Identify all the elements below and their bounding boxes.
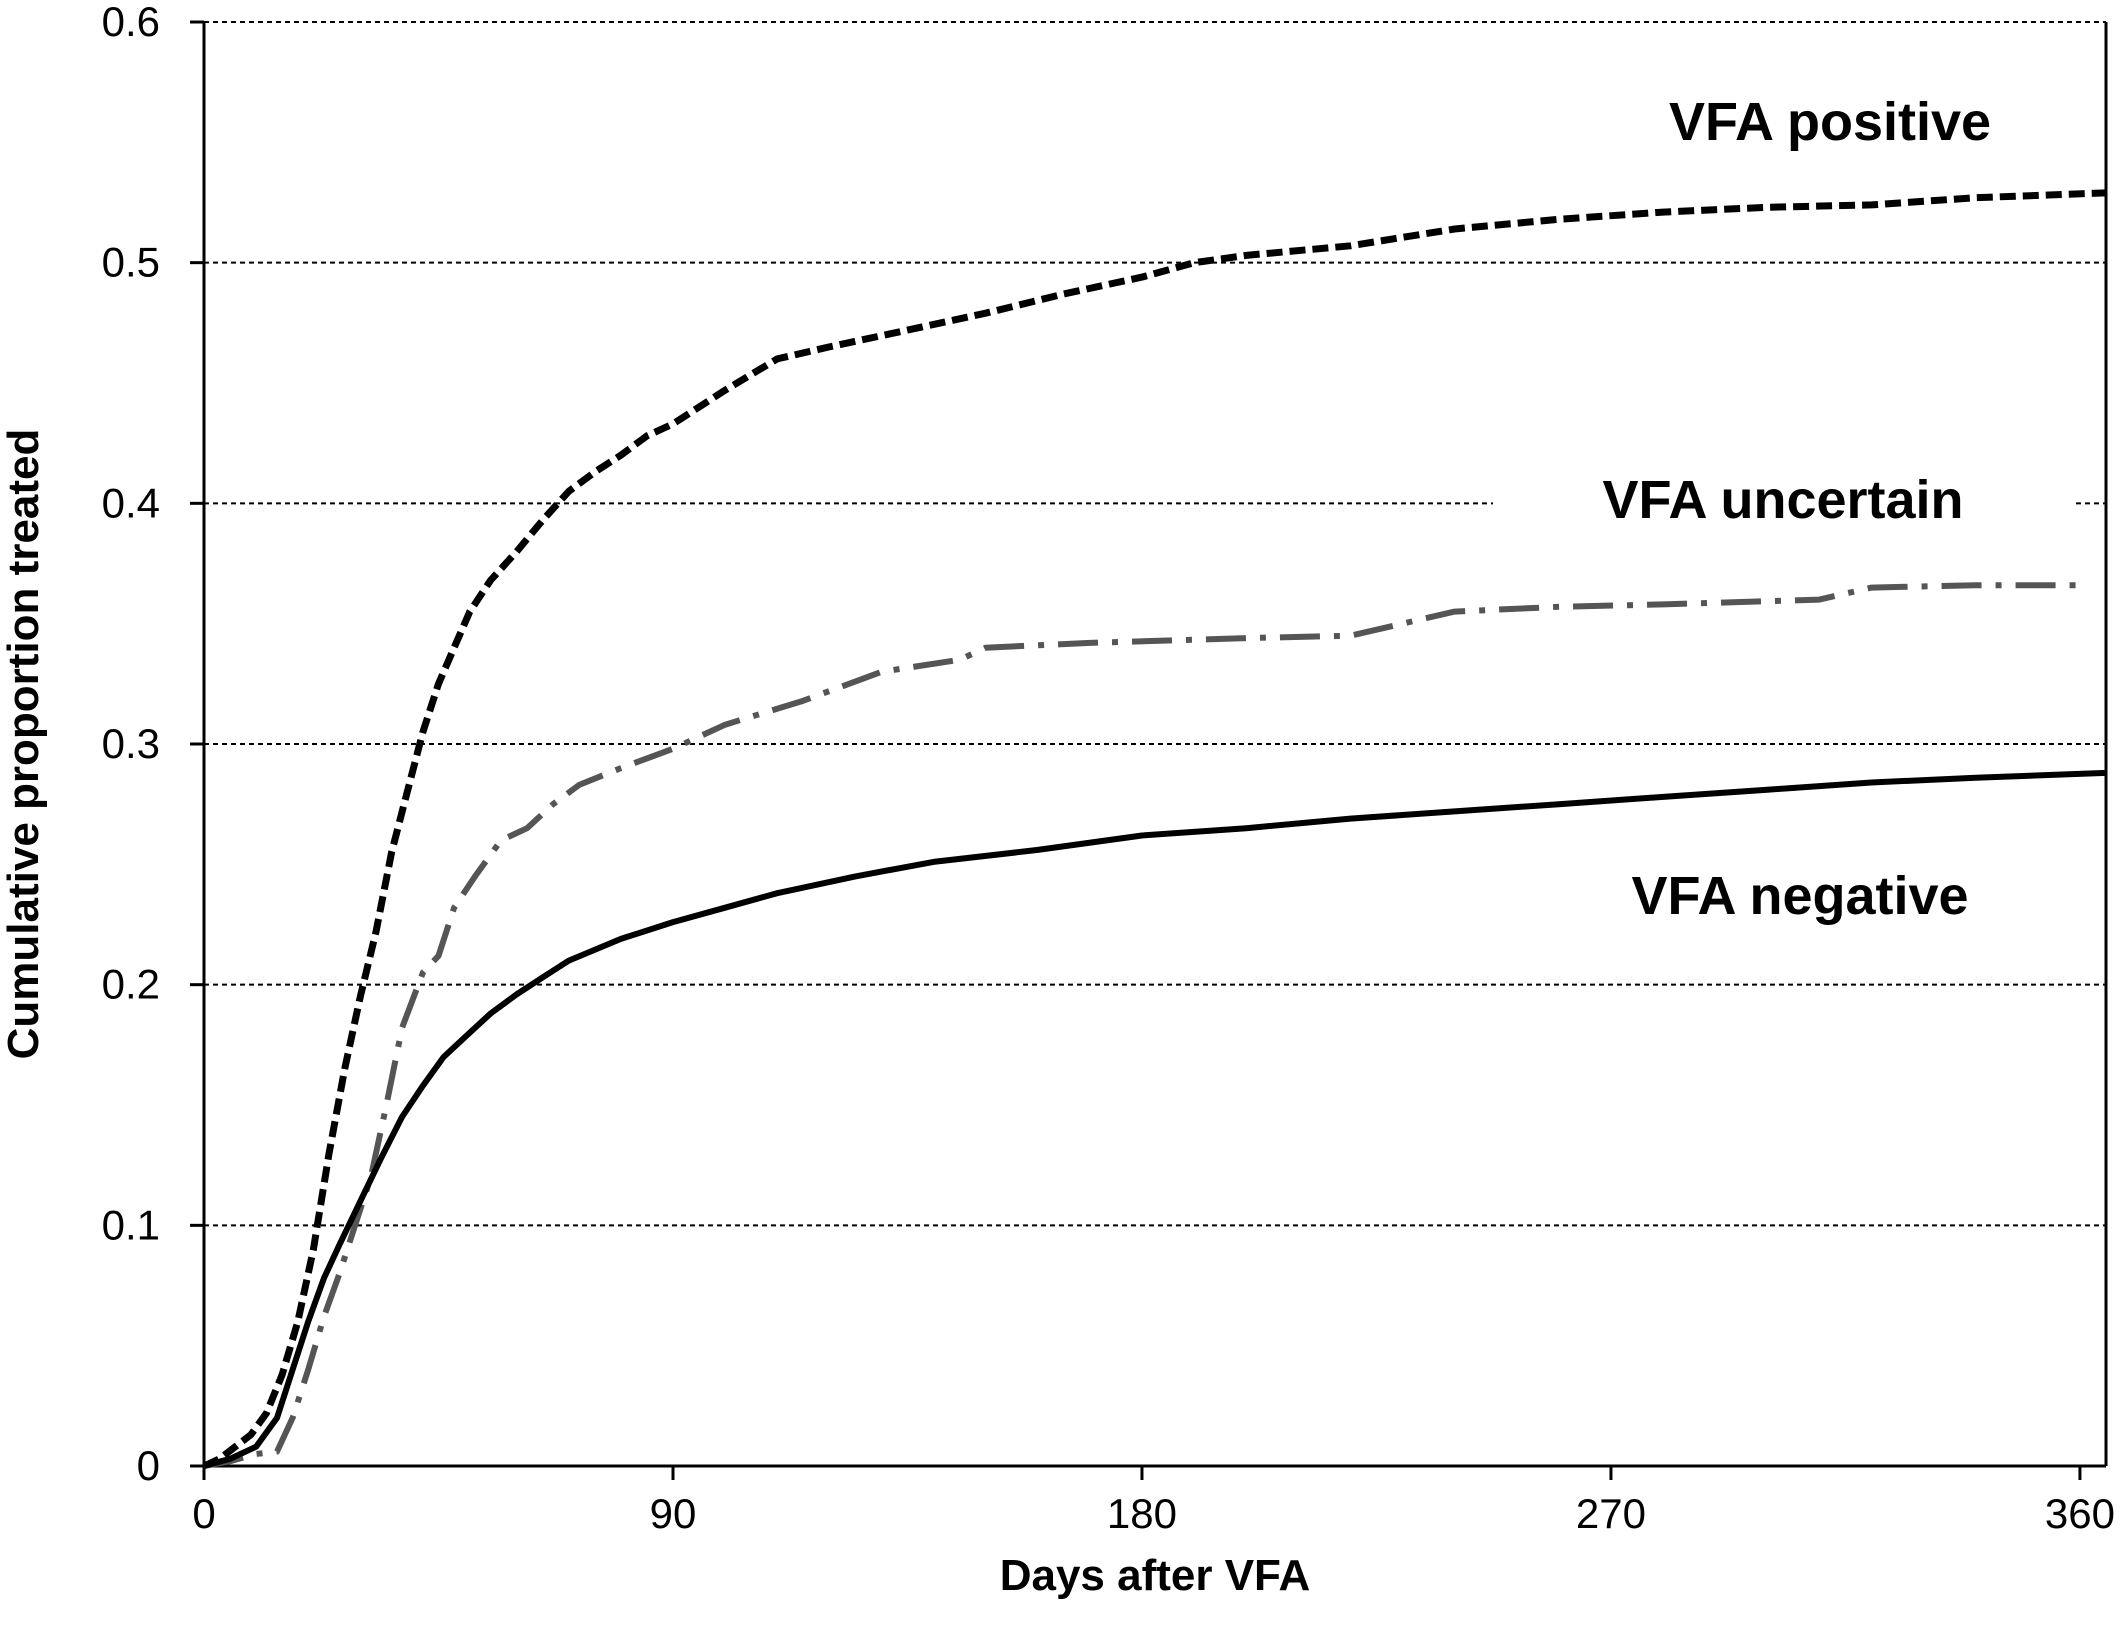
tick-labels: 0 0.1 0.2 0.3 0.4 0.5 0.6 0 90 180 270 360 xyxy=(102,0,2115,1537)
series-line-vfa-uncertain xyxy=(203,582,2080,1469)
x-tick-label-2: 180 xyxy=(1107,1490,1177,1537)
x-tick-label-1: 90 xyxy=(650,1490,697,1537)
y-tick-label-5: 0.5 xyxy=(102,239,160,286)
x-tick-label-4: 360 xyxy=(2045,1490,2115,1537)
y-tick-label-1: 0.1 xyxy=(102,1201,160,1248)
x-tick-label-3: 270 xyxy=(1576,1490,1646,1537)
y-axis-title: Cumulative proportion treated xyxy=(0,429,48,1060)
y-tick-label-4: 0.4 xyxy=(102,479,160,526)
series-lines xyxy=(202,189,2107,1470)
series-line-vfa-negative xyxy=(203,769,2107,1469)
y-tick-label-2: 0.2 xyxy=(102,961,160,1008)
series-label-vfa-negative: VFA negative xyxy=(1631,866,1968,926)
axes xyxy=(190,20,2108,1480)
series-label-vfa-positive: VFA positive xyxy=(1669,92,1991,152)
series-labels: VFA positive VFA uncertain VFA negative xyxy=(1493,92,2073,926)
y-tick-label-6: 0.6 xyxy=(102,0,160,45)
x-axis-title: Days after VFA xyxy=(1000,1551,1311,1600)
series-label-vfa-uncertain: VFA uncertain xyxy=(1602,470,1963,530)
y-tick-label-0: 0 xyxy=(137,1442,160,1489)
y-tick-label-3: 0.3 xyxy=(102,720,160,767)
series-line-vfa-positive xyxy=(202,189,2107,1470)
gridlines xyxy=(204,21,2106,1227)
series-label-background xyxy=(1493,460,2073,538)
x-tick-label-0: 0 xyxy=(192,1490,215,1537)
